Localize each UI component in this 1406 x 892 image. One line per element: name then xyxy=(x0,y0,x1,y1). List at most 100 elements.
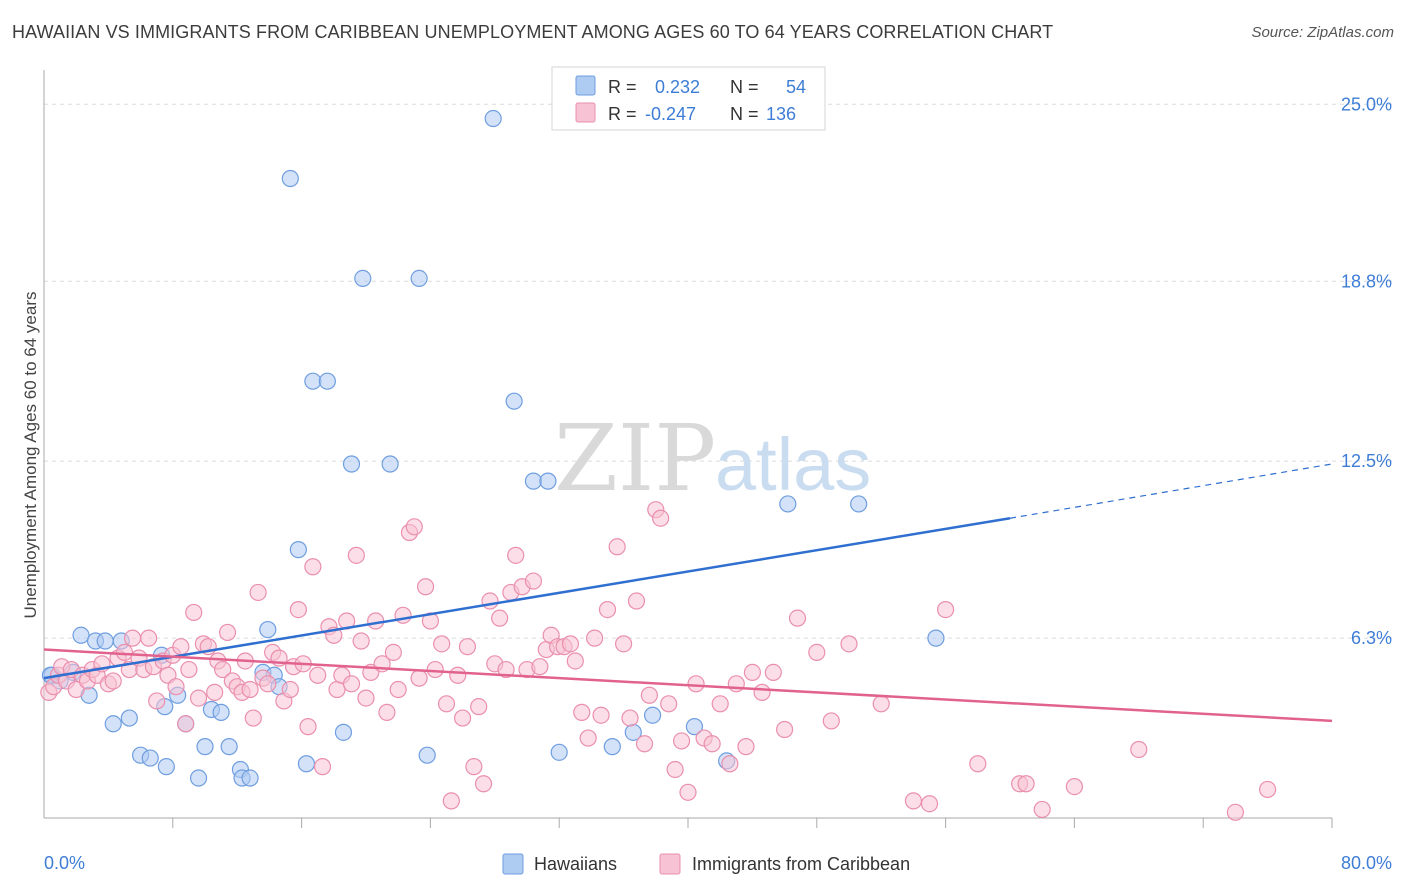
point-caribbean xyxy=(703,735,721,753)
point-caribbean xyxy=(304,558,322,576)
point-caribbean xyxy=(384,643,402,662)
point-caribbean xyxy=(123,629,142,647)
legend-n-label-1: N = xyxy=(730,77,759,97)
legend-series-swatch-caribbean xyxy=(659,853,681,875)
point-hawaiians xyxy=(212,703,230,721)
legend-swatch-caribbean xyxy=(575,102,596,123)
point-caribbean xyxy=(627,592,646,610)
point-caribbean xyxy=(579,729,597,747)
point-caribbean xyxy=(1033,800,1051,819)
point-hawaiians xyxy=(289,541,307,559)
legend-series-label-caribbean: Immigrants from Caribbean xyxy=(692,854,910,874)
point-hawaiians xyxy=(189,769,208,787)
point-caribbean xyxy=(218,623,237,642)
point-hawaiians xyxy=(550,743,568,761)
point-caribbean xyxy=(241,680,259,699)
point-hawaiians xyxy=(104,715,122,733)
point-caribbean xyxy=(721,755,739,773)
point-caribbean xyxy=(367,612,385,630)
point-caribbean xyxy=(206,683,224,701)
legend-swatch-hawaiians xyxy=(575,75,596,96)
point-hawaiians xyxy=(484,109,502,128)
point-caribbean xyxy=(524,572,543,590)
legend-series: Hawaiians Immigrants from Caribbean xyxy=(502,853,910,875)
point-caribbean xyxy=(433,635,451,653)
point-hawaiians xyxy=(120,709,138,727)
point-caribbean xyxy=(281,680,299,699)
point-caribbean xyxy=(1065,777,1084,796)
legend-n-value-2: 136 xyxy=(766,104,796,124)
point-caribbean xyxy=(1017,775,1035,793)
point-caribbean xyxy=(1130,740,1148,759)
point-hawaiians xyxy=(381,455,399,473)
point-caribbean xyxy=(672,732,691,750)
point-caribbean xyxy=(426,660,444,679)
point-caribbean xyxy=(309,666,327,684)
point-caribbean xyxy=(608,538,626,556)
point-caribbean xyxy=(614,635,633,653)
point-caribbean xyxy=(788,609,807,627)
point-caribbean xyxy=(592,706,610,724)
trend-line-hawaiians xyxy=(43,516,1011,680)
point-hawaiians xyxy=(157,758,175,776)
point-hawaiians xyxy=(354,269,372,288)
point-caribbean xyxy=(249,583,267,602)
point-hawaiians xyxy=(410,269,428,288)
point-caribbean xyxy=(470,698,488,716)
point-caribbean xyxy=(481,592,499,610)
legend-n-label-2: N = xyxy=(730,104,759,124)
point-caribbean xyxy=(872,695,890,713)
watermark: ZIP atlas xyxy=(554,405,871,512)
y-tick-label: 6.3% xyxy=(1351,628,1392,648)
point-caribbean xyxy=(764,663,782,681)
point-caribbean xyxy=(347,546,365,564)
point-caribbean xyxy=(244,709,262,727)
point-caribbean xyxy=(840,635,858,653)
point-hawaiians xyxy=(241,769,259,787)
x-axis-ticks xyxy=(172,818,1333,828)
trend-line-hawaiians-extension xyxy=(1009,463,1333,519)
point-caribbean xyxy=(531,658,549,676)
point-caribbean xyxy=(442,792,460,810)
point-hawaiians xyxy=(643,706,662,724)
point-caribbean xyxy=(465,758,483,776)
point-caribbean xyxy=(167,678,185,696)
point-caribbean xyxy=(598,600,617,619)
y-axis-title: Unemployment Among Ages 60 to 64 years xyxy=(21,292,40,619)
point-caribbean xyxy=(214,660,232,679)
point-caribbean xyxy=(352,632,370,650)
x-tick-label-min: 0.0% xyxy=(44,853,85,873)
point-hawaiians xyxy=(539,472,557,490)
point-caribbean xyxy=(449,666,467,684)
point-caribbean xyxy=(753,683,771,701)
point-hawaiians xyxy=(297,755,316,773)
point-caribbean xyxy=(621,709,639,727)
chart-source: Source: ZipAtlas.com xyxy=(1251,24,1394,41)
y-axis-tick-labels: 6.3% 12.5% 18.8% 25.0% xyxy=(1341,94,1392,648)
point-caribbean xyxy=(711,695,729,713)
point-caribbean xyxy=(172,638,190,656)
point-hawaiians xyxy=(850,495,868,513)
point-caribbean xyxy=(666,760,684,779)
watermark-atlas: atlas xyxy=(715,423,871,506)
point-caribbean xyxy=(1258,780,1277,799)
point-caribbean xyxy=(140,629,158,647)
legend-n-value-1: 54 xyxy=(786,77,806,97)
point-caribbean xyxy=(652,509,670,527)
point-hawaiians xyxy=(196,738,214,756)
point-caribbean xyxy=(416,578,435,596)
y-tick-label: 12.5% xyxy=(1341,451,1392,471)
point-caribbean xyxy=(437,695,456,713)
legend-series-swatch-hawaiians xyxy=(502,853,524,875)
point-caribbean xyxy=(378,703,396,721)
gridlines xyxy=(44,103,1392,639)
point-caribbean xyxy=(148,692,166,710)
legend-r-value-2: -0.247 xyxy=(645,104,696,124)
point-caribbean xyxy=(586,629,604,647)
point-caribbean xyxy=(920,795,939,813)
legend-r-label-2: R = xyxy=(608,104,637,124)
watermark-zip: ZIP xyxy=(554,405,716,512)
point-hawaiians xyxy=(685,718,704,736)
point-caribbean xyxy=(679,783,697,801)
